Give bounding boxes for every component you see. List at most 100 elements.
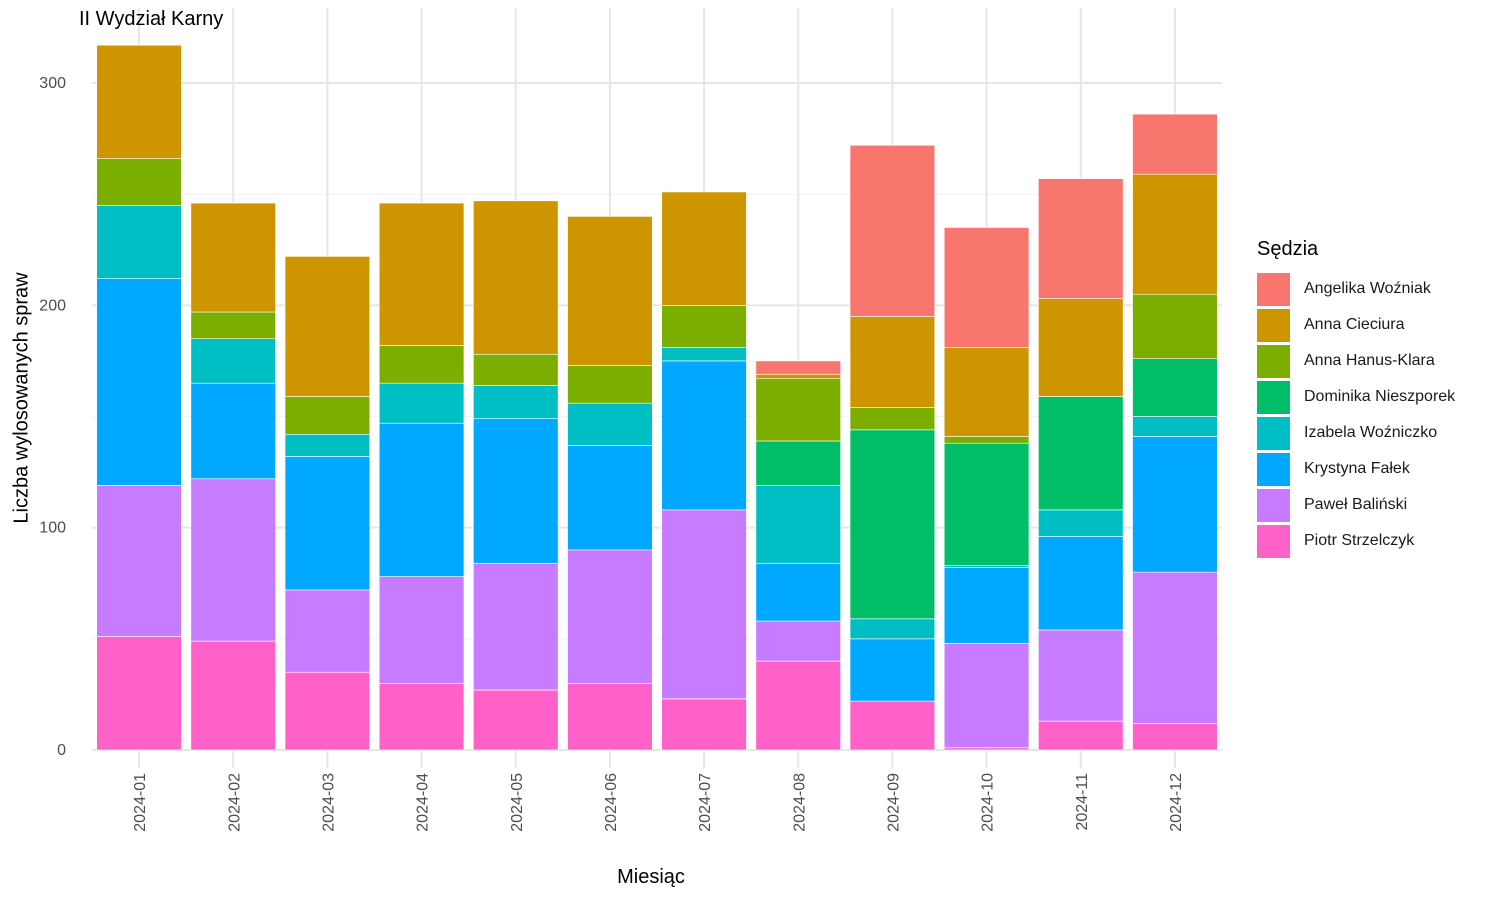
axes: 0 100 200 300 2024-01 2024-02 2024-03 2024-04 20… <box>39 75 1185 832</box>
bar-segment <box>378 682 465 751</box>
legend-swatch <box>1257 416 1290 450</box>
legend-swatch <box>1257 488 1290 522</box>
bar-segment <box>96 636 182 751</box>
bar-segment <box>661 347 747 362</box>
legend-swatch <box>1257 272 1290 306</box>
bar-segment <box>1038 629 1124 722</box>
bar-segment <box>378 345 465 384</box>
bar-segment <box>943 442 1030 566</box>
bar-segment <box>661 305 747 348</box>
legend-item: Anna Cieciura <box>1257 307 1455 343</box>
bar-segment <box>943 747 1030 751</box>
x-tick-label: 2024-10 <box>980 773 997 832</box>
bar-segment <box>943 227 1030 348</box>
bar-segment <box>190 382 276 480</box>
bar-segment <box>755 620 841 662</box>
y-tick-label: 300 <box>39 75 66 92</box>
bar-segment <box>96 204 182 279</box>
bar-segment <box>755 660 841 751</box>
bars <box>96 44 1218 751</box>
bar-segment <box>1132 723 1218 751</box>
bar-segment <box>849 429 936 620</box>
bar-segment <box>1132 293 1218 359</box>
bar-segment <box>943 347 1030 437</box>
x-tick-label: 2024-01 <box>132 773 149 832</box>
bar-segment <box>378 202 465 346</box>
bar-segment <box>1132 173 1218 295</box>
legend-item: Anna Hanus-Klara <box>1257 343 1455 379</box>
x-tick-label: 2024-11 <box>1074 773 1091 831</box>
bar-segment <box>284 433 371 457</box>
legend-item: Angelika Woźniak <box>1257 271 1455 307</box>
bar-segment <box>378 422 465 577</box>
bar-segment <box>1038 396 1124 511</box>
bar-segment <box>1038 509 1124 537</box>
bar-segment <box>755 440 841 486</box>
x-tick-label: 2024-07 <box>697 773 714 832</box>
bar-segment <box>378 382 465 424</box>
bar-segment <box>943 436 1030 444</box>
bar-segment <box>1038 536 1124 631</box>
bar-segment <box>849 700 936 751</box>
bar-segment <box>849 316 936 408</box>
bar-segment <box>849 144 936 317</box>
bar-segment <box>755 378 841 442</box>
bar-segment <box>943 567 1030 644</box>
x-tick-label: 2024-12 <box>1168 773 1185 832</box>
legend-item: Krystyna Fałek <box>1257 451 1455 487</box>
bar-segment <box>378 576 465 684</box>
bar-segment <box>943 565 1030 568</box>
bar-segment <box>473 385 559 420</box>
bar-segment <box>190 338 276 384</box>
bar-segment <box>567 365 653 404</box>
bar-segment <box>1132 571 1218 724</box>
bar-segment <box>284 589 371 673</box>
y-tick-label: 100 <box>39 520 66 537</box>
bar-segment <box>661 360 747 511</box>
legend-swatch <box>1257 452 1290 486</box>
bar-segment <box>1132 416 1218 437</box>
x-tick-label: 2024-03 <box>320 773 337 832</box>
bar-segment <box>755 373 841 380</box>
legend-label: Izabela Woźniczko <box>1304 424 1438 441</box>
bar-segment <box>284 256 371 397</box>
bar-segment <box>473 689 559 751</box>
bar-segment <box>661 509 747 700</box>
bar-segment <box>849 407 936 431</box>
bar-segment <box>284 671 371 751</box>
legend-item: Dominika Nieszporek <box>1257 379 1455 415</box>
bar-segment <box>96 158 182 206</box>
bar-segment <box>661 191 747 306</box>
bar-segment <box>190 311 276 339</box>
bar-segment <box>1132 113 1218 175</box>
legend-label: Piotr Strzelczyk <box>1304 532 1415 549</box>
bar-segment <box>1038 720 1124 751</box>
bar-segment <box>755 360 841 375</box>
x-tick-label: 2024-09 <box>885 773 902 832</box>
x-tick-label: 2024-06 <box>603 773 620 832</box>
legend-label: Angelika Woźniak <box>1304 280 1431 297</box>
bar-segment <box>849 618 936 640</box>
legend-label: Anna Cieciura <box>1304 316 1405 333</box>
bar-segment <box>473 200 559 355</box>
legend-label: Anna Hanus-Klara <box>1304 352 1435 369</box>
bar-segment <box>190 640 276 751</box>
x-tick-label: 2024-08 <box>791 773 808 832</box>
x-tick-label: 2024-02 <box>226 773 243 832</box>
legend-label: Krystyna Fałek <box>1304 460 1410 477</box>
legend-label: Dominika Nieszporek <box>1304 388 1456 405</box>
bar-segment <box>755 562 841 622</box>
legend-swatch <box>1257 524 1290 558</box>
bar-segment <box>473 353 559 386</box>
bar-segment <box>661 698 747 751</box>
x-tick-label: 2024-04 <box>415 773 432 832</box>
bar-segment <box>284 396 371 435</box>
bar-segment <box>567 682 653 751</box>
x-tick-label: 2024-05 <box>509 773 526 832</box>
bar-segment <box>567 549 653 684</box>
bar-segment <box>96 278 182 486</box>
legend-item: Paweł Baliński <box>1257 487 1455 523</box>
legend-title: Sędzia <box>1257 238 1319 260</box>
legend-item: Piotr Strzelczyk <box>1257 523 1455 559</box>
